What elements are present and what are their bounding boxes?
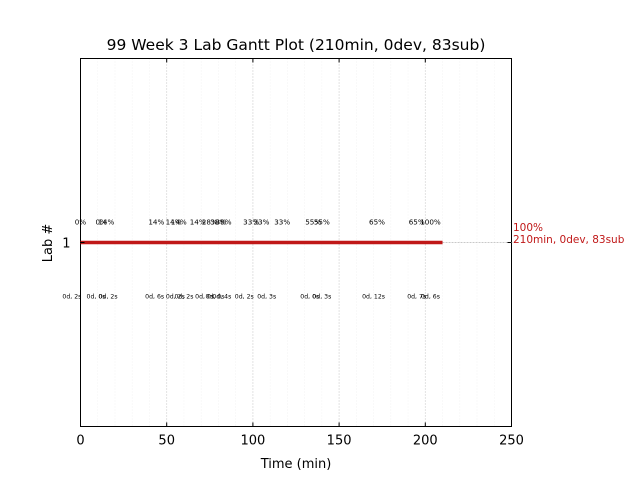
chart-title: 99 Week 3 Lab Gantt Plot (210min, 0dev, … bbox=[107, 36, 486, 54]
duration-label: 0d, 4s bbox=[212, 294, 231, 301]
percent-label: 14% bbox=[171, 218, 187, 227]
percent-label: 33% bbox=[254, 218, 270, 227]
duration-label: 0d, 0s bbox=[87, 294, 106, 301]
duration-label: 0d, 2s bbox=[174, 294, 193, 301]
x-tick-label: 100 bbox=[240, 434, 265, 449]
duration-label: 0d, 2s bbox=[62, 294, 81, 301]
duration-label: 0d, 7s bbox=[407, 294, 426, 301]
duration-label: 0d, 2s bbox=[235, 294, 254, 301]
x-tick-label: 0 bbox=[76, 434, 84, 449]
percent-label: 14% bbox=[148, 218, 164, 227]
percent-label: 55% bbox=[305, 218, 321, 227]
x-axis-label: Time (min) bbox=[260, 457, 332, 472]
percent-label: 33% bbox=[274, 218, 290, 227]
percent-label: 38% bbox=[216, 218, 232, 227]
x-tick-label: 50 bbox=[158, 434, 175, 449]
percent-label: 0% bbox=[95, 218, 107, 227]
duration-label: 0d, 3s bbox=[257, 294, 276, 301]
percent-label: 100% bbox=[420, 218, 441, 227]
x-tick-label: 250 bbox=[499, 434, 524, 449]
percent-label: 38% bbox=[210, 218, 226, 227]
duration-label: 0d, 0s bbox=[205, 294, 224, 301]
x-tick-label: 150 bbox=[327, 434, 352, 449]
percent-label: 28% bbox=[202, 218, 218, 227]
x-axis-ticks: 0 50 100 150 200 250 bbox=[76, 58, 524, 449]
duration-label: 0d, 0s bbox=[195, 294, 214, 301]
end-annotation-summary: 210min, 0dev, 83sub bbox=[513, 234, 625, 246]
y-axis-ticks: 1 bbox=[62, 237, 512, 252]
y-axis-label: Lab # bbox=[41, 224, 56, 263]
duration-label: 0d, 12s bbox=[362, 294, 385, 301]
percent-label: 14% bbox=[166, 218, 182, 227]
percent-label: 55% bbox=[314, 218, 330, 227]
duration-label: 0d, 2s bbox=[99, 294, 118, 301]
percent-labels-layer: 0% 0%14% 14% 14%14% 14%28%38%38% 33%33% 33% 55%… bbox=[75, 218, 441, 227]
percent-label: 65% bbox=[409, 218, 425, 227]
percent-label: 0% bbox=[75, 218, 87, 227]
duration-label: 0d, 2s bbox=[166, 294, 185, 301]
duration-label: 0d, 3s bbox=[312, 294, 331, 301]
percent-label: 65% bbox=[369, 218, 385, 227]
percent-label: 33% bbox=[243, 218, 259, 227]
duration-label: 0d, 6s bbox=[421, 294, 440, 301]
y-tick-label: 1 bbox=[62, 237, 70, 252]
percent-label: 14% bbox=[190, 218, 206, 227]
x-tick-label: 200 bbox=[413, 434, 438, 449]
percent-label: 14% bbox=[98, 218, 114, 227]
duration-label: 0d, 6s bbox=[145, 294, 164, 301]
duration-label: 0d, 0s bbox=[300, 294, 319, 301]
end-annotation-percent: 100% bbox=[513, 222, 543, 234]
